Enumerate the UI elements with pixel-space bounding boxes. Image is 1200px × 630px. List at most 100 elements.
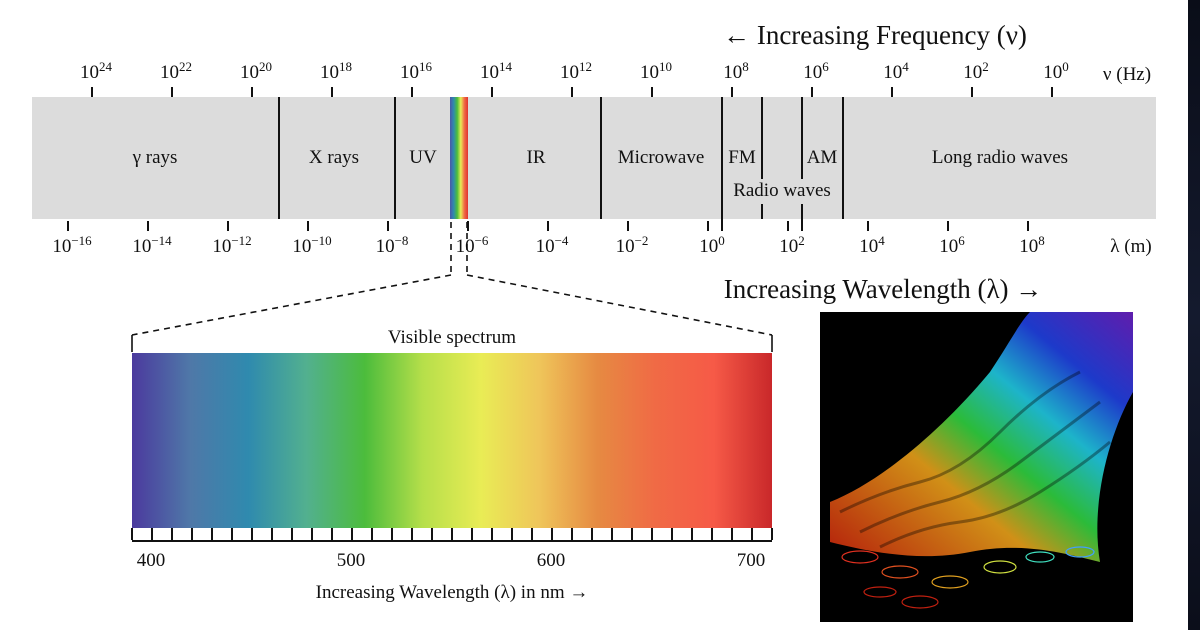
tick-base: 10	[963, 62, 983, 83]
tick-base: 10	[1019, 236, 1039, 257]
axis-tick	[547, 221, 549, 231]
axis-tick-label: 10−6	[456, 234, 489, 258]
ruler-tick	[631, 528, 633, 540]
tick-base: 10	[1043, 62, 1063, 83]
divider	[842, 97, 844, 219]
axis-tick-label: 1020	[240, 59, 272, 84]
divider	[278, 97, 280, 219]
wavelength-title: Increasing Wavelength (λ) →	[723, 274, 1043, 304]
spectrum-band	[32, 97, 1156, 219]
axis-tick	[867, 221, 869, 231]
divider	[761, 204, 763, 219]
axis-tick-label: 10−12	[212, 234, 251, 258]
axis-tick-label: 10−4	[535, 233, 569, 258]
axis-tick-label: 1016	[400, 59, 432, 84]
tick-base: 10	[375, 236, 395, 257]
axis-tick-label: 106	[803, 59, 829, 84]
ruler-tick	[611, 528, 613, 540]
ruler-tick	[571, 528, 573, 540]
axis-tick-label: 102	[963, 59, 989, 84]
tick-base: 10	[240, 62, 259, 83]
ruler-tick	[731, 528, 733, 540]
ruler-tick	[651, 528, 653, 540]
tick-base: 10	[803, 62, 823, 83]
ruler-tick	[311, 528, 313, 540]
wavelength-unit: λ (m)	[1110, 236, 1152, 257]
tick-base: 10	[160, 62, 179, 83]
ruler-tick	[551, 528, 553, 540]
ruler-tick	[471, 528, 473, 540]
ruler-tick	[211, 528, 213, 540]
tick-exponent: 0	[718, 233, 725, 248]
tick-base: 10	[80, 62, 99, 83]
tick-exponent: 22	[179, 59, 192, 74]
tick-exponent: −4	[554, 233, 569, 248]
ruler-tick	[491, 528, 493, 540]
ruler-tick	[691, 528, 693, 540]
tick-exponent: −2	[634, 233, 649, 248]
axis-tick-label: 1012	[560, 59, 592, 84]
tick-exponent: 16	[419, 59, 432, 74]
axis-tick	[1051, 87, 1053, 97]
visible-tick-label: 400	[136, 550, 166, 571]
tick-exponent: 14	[499, 59, 512, 74]
tick-exponent: 4	[902, 59, 909, 74]
visible-ruler	[131, 528, 773, 542]
axis-tick-label: 108	[723, 59, 749, 84]
tick-base: 10	[52, 236, 72, 257]
band-long-radio: Long radio waves	[931, 147, 1069, 168]
axis-tick	[307, 221, 309, 231]
tick-base: 10	[640, 62, 659, 83]
tick-base: 10	[560, 62, 579, 83]
ruler-tick	[451, 528, 453, 540]
tick-exponent: 2	[982, 59, 989, 74]
tick-exponent: 20	[259, 59, 272, 74]
axis-tick	[331, 87, 333, 97]
divider	[761, 97, 763, 179]
tick-base: 10	[883, 62, 903, 83]
axis-tick	[947, 221, 949, 231]
tick-base: 10	[132, 236, 152, 257]
axis-tick	[731, 87, 733, 97]
ruler-tick	[191, 528, 193, 540]
axis-tick	[1027, 221, 1029, 231]
ruler-tick	[371, 528, 373, 540]
axis-tick-label: 1024	[80, 59, 112, 84]
axis-tick	[811, 87, 813, 97]
divider	[801, 204, 803, 231]
ruler-tick	[751, 528, 753, 540]
ruler-tick	[771, 528, 773, 540]
ruler-tick	[411, 528, 413, 540]
tick-exponent: 24	[99, 59, 112, 74]
background-edge	[1188, 0, 1200, 630]
tick-exponent: 10	[659, 59, 672, 74]
axis-tick-label: 100	[699, 233, 725, 258]
axis-tick	[227, 221, 229, 231]
ruler-tick	[251, 528, 253, 540]
axis-tick-label: 10−14	[132, 234, 171, 258]
visible-axis-label: Increasing Wavelength (λ) in nm →	[315, 582, 589, 603]
divider	[394, 97, 396, 219]
band-am: AM	[806, 147, 838, 168]
ruler-tick	[331, 528, 333, 540]
axis-tick	[971, 87, 973, 97]
tick-exponent: 12	[579, 59, 592, 74]
axis-tick-label: 106	[939, 234, 965, 258]
visible-tick-label: 600	[536, 550, 566, 571]
visible-spectrum-bar	[132, 353, 772, 528]
band-gamma: γ rays	[132, 147, 178, 168]
tick-exponent: 2	[798, 233, 805, 248]
band-microwave: Microwave	[617, 147, 705, 168]
axis-tick	[707, 221, 709, 231]
axis-tick-label: 1014	[480, 59, 512, 84]
divider	[721, 97, 723, 231]
ruler-tick	[671, 528, 673, 540]
tick-exponent: 8	[742, 59, 749, 74]
axis-tick	[491, 87, 493, 97]
axis-tick-label: 100	[1043, 60, 1069, 84]
tick-base: 10	[699, 236, 719, 257]
tick-exponent: 6	[822, 59, 829, 74]
tick-base: 10	[615, 236, 635, 257]
tick-base: 10	[535, 236, 555, 257]
divider	[801, 97, 803, 179]
